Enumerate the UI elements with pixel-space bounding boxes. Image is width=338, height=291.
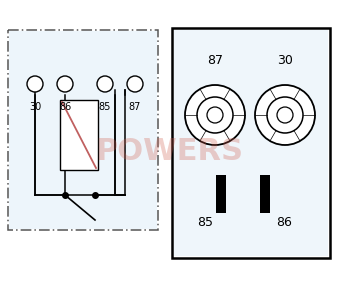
Text: 85: 85: [197, 216, 213, 228]
Bar: [174, 30, 328, 256]
Bar: [9, 31, 157, 229]
Circle shape: [267, 97, 303, 133]
Bar: [60, 100, 98, 170]
Bar: [216, 175, 226, 213]
Circle shape: [207, 107, 223, 123]
Text: 85: 85: [99, 102, 111, 112]
Text: 30: 30: [29, 102, 41, 112]
Circle shape: [97, 76, 113, 92]
Text: 87: 87: [207, 54, 223, 67]
Bar: [260, 175, 270, 213]
Text: 86: 86: [276, 216, 292, 228]
Text: 30: 30: [277, 54, 293, 67]
Text: 86: 86: [59, 102, 71, 112]
Bar: [8, 30, 158, 230]
Text: POWERS: POWERS: [95, 137, 243, 166]
Circle shape: [127, 76, 143, 92]
Circle shape: [277, 107, 293, 123]
Text: 87: 87: [129, 102, 141, 112]
Circle shape: [185, 85, 245, 145]
Circle shape: [27, 76, 43, 92]
Bar: [172, 28, 330, 258]
Circle shape: [57, 76, 73, 92]
Circle shape: [255, 85, 315, 145]
Circle shape: [197, 97, 233, 133]
